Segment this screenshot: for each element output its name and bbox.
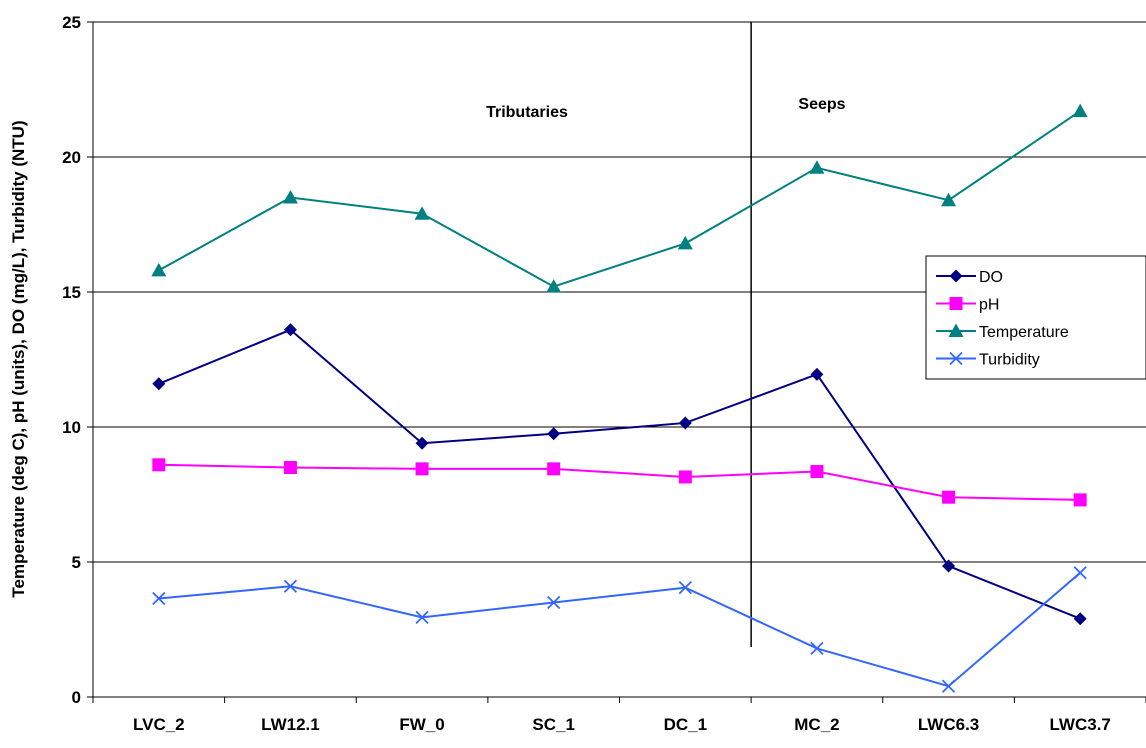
point-turbidity <box>283 579 298 593</box>
x-tick-label: LVC_2 <box>133 715 185 734</box>
series-line-do <box>158 328 1081 620</box>
point-do <box>283 323 297 337</box>
y-tick-label: 10 <box>62 418 81 437</box>
series-line-ph <box>158 463 1081 501</box>
point-do <box>547 427 561 441</box>
legend-label-turbidity: Turbidity <box>979 352 1040 369</box>
y-tick-labels: 0 5 10 15 20 25 <box>62 13 81 707</box>
point-temperature <box>1072 103 1088 118</box>
x-tick-label: FW_0 <box>399 715 444 734</box>
series-temperature <box>151 103 1088 293</box>
point-do <box>810 367 824 381</box>
point-turbidity <box>941 679 956 693</box>
point-ph <box>1073 493 1087 507</box>
legend-label-temperature: Temperature <box>979 324 1069 341</box>
y-tick-label: 15 <box>62 283 81 302</box>
marker-stroke <box>1073 566 1087 580</box>
point-ph <box>678 470 692 484</box>
point-do <box>942 559 956 573</box>
point-ph <box>415 462 429 476</box>
x-tick-label: MC_2 <box>794 715 839 734</box>
x-tick-label: LWC6.3 <box>918 715 979 734</box>
series-line-temperature <box>158 110 1081 288</box>
marker-stroke <box>949 351 963 366</box>
series-line-turbidity <box>158 572 1081 688</box>
point-temperature <box>282 190 298 204</box>
point-turbidity <box>810 641 824 656</box>
marker-stroke <box>678 581 692 595</box>
point-ph <box>942 490 956 504</box>
y-tick-label: 0 <box>72 688 81 707</box>
series-turbidity <box>152 566 1087 693</box>
point-ph <box>810 465 824 479</box>
point-ph <box>152 458 166 472</box>
marker-stroke <box>810 641 824 656</box>
legend-label-ph: pH <box>979 297 999 314</box>
point-ph <box>283 461 297 474</box>
x-tick-labels: LVC_2 LW12.1 FW_0 SC_1 DC_1 MC_2 LWC6.3 LWC3.7 <box>133 715 1111 734</box>
marker-stroke <box>152 591 166 606</box>
y-axis-label: Temperature (deg C), pH (units), DO (mg/… <box>9 120 28 597</box>
x-tick-label: SC_1 <box>532 715 575 734</box>
legend-marker-do <box>949 269 963 283</box>
legend: DO pH Temperature Turbidity <box>925 255 1146 380</box>
series-group <box>151 103 1088 693</box>
y-tick-label: 25 <box>62 13 81 32</box>
point-turbidity <box>415 610 429 624</box>
point-turbidity <box>547 595 561 610</box>
point-turbidity <box>678 581 692 595</box>
x-tick-label: LW12.1 <box>261 715 320 734</box>
series-ph <box>152 458 1087 507</box>
marker-stroke <box>415 610 429 624</box>
y-tick-label: 5 <box>72 553 81 572</box>
legend-marker-temperature <box>948 323 964 337</box>
annotation-tributaries: Tributaries <box>486 104 568 121</box>
point-temperature <box>677 235 693 250</box>
marker-stroke <box>547 595 561 610</box>
annotation-seeps: Seeps <box>798 96 845 113</box>
grid-lines <box>93 21 1146 563</box>
point-do <box>152 377 166 391</box>
point-temperature <box>151 262 167 277</box>
point-temperature <box>546 279 562 293</box>
x-tick-label: DC_1 <box>664 715 707 734</box>
legend-marker-ph <box>949 297 963 310</box>
point-ph <box>547 462 561 476</box>
point-temperature <box>941 192 957 207</box>
point-do <box>1073 612 1087 626</box>
legend-label-do: DO <box>979 269 1003 286</box>
legend-marker-turbidity <box>949 351 963 366</box>
point-temperature <box>809 160 825 174</box>
x-tick-label: LWC3.7 <box>1049 715 1110 734</box>
series-do <box>152 323 1087 626</box>
point-do <box>678 416 692 430</box>
point-turbidity <box>152 591 166 606</box>
marker-stroke <box>283 579 298 593</box>
point-temperature <box>414 206 430 220</box>
point-do <box>415 436 429 450</box>
y-tick-label: 20 <box>62 148 81 167</box>
marker-stroke <box>941 679 956 693</box>
axes <box>87 21 1146 703</box>
point-turbidity <box>1073 566 1087 580</box>
